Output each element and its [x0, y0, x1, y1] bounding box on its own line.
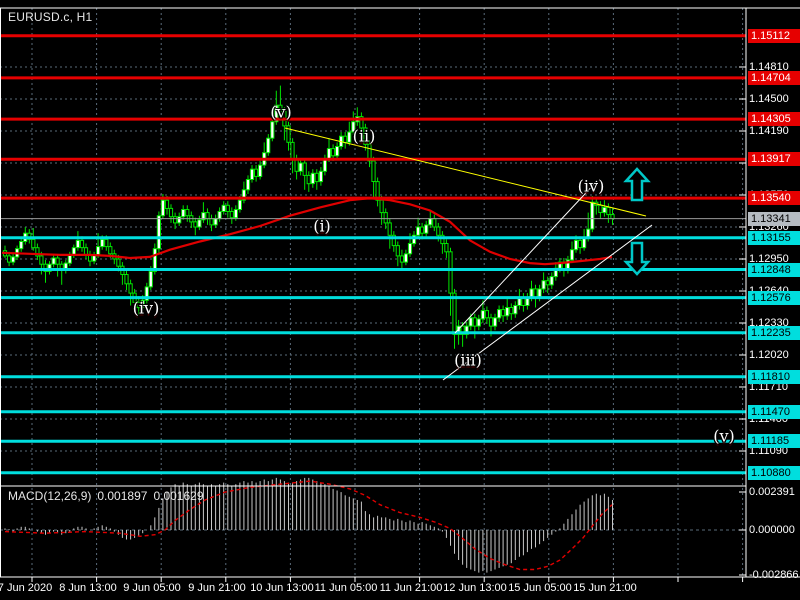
support-price-badge: 1.13155 [748, 231, 800, 245]
time-axis-label: 15 Jun 21:00 [573, 582, 637, 594]
time-axis-label: 11 Jun 21:00 [379, 582, 443, 594]
support-price-badge: 1.10880 [748, 466, 800, 480]
support-price-badge: 1.12848 [748, 263, 800, 277]
macd-axis-label: 0.002391 [749, 486, 795, 498]
time-axis-label: 7 Jun 2020 [0, 582, 53, 594]
wave-annotation[interactable]: (v) [270, 102, 292, 122]
time-axis-label: 8 Jun 13:00 [59, 582, 117, 594]
resistance-price-badge: 1.15112 [748, 29, 800, 43]
macd-signal-value: 0.001629 [153, 489, 204, 503]
wave-annotation[interactable]: (i) [313, 216, 331, 236]
macd-main-value: 0.001897 [97, 489, 148, 503]
macd-signal-line [4, 480, 613, 571]
resistance-price-badge: 1.14704 [748, 71, 800, 85]
symbol-title: EURUSD.c, H1 [8, 10, 93, 24]
down-arrow-icon[interactable] [623, 241, 651, 276]
support-price-badge: 1.11470 [748, 405, 800, 419]
macd-axis-label: -0.002866 [749, 569, 799, 581]
descending-trendline[interactable] [284, 127, 647, 217]
support-price-badge: 1.11185 [748, 434, 800, 448]
macd-indicator-name: MACD(12,26,9) [8, 489, 92, 503]
time-axis-label: 15 Jun 05:00 [508, 582, 572, 594]
price-axis-label: 1.14810 [749, 61, 789, 73]
resistance-price-badge: 1.13917 [748, 152, 800, 166]
wave-annotation[interactable]: (iv) [132, 298, 160, 318]
resistance-price-badge: 1.14305 [748, 112, 800, 126]
macd-histogram [4, 477, 613, 573]
channel-lower[interactable] [442, 224, 653, 381]
wave-annotation[interactable]: (v) [713, 426, 735, 446]
moving-average-line[interactable] [1, 196, 613, 266]
price-axis-label: 1.12020 [749, 349, 789, 361]
resistance-price-badge: 1.13540 [748, 191, 800, 205]
support-price-badge: 1.12235 [748, 326, 800, 340]
support-price-badge: 1.12576 [748, 291, 800, 305]
time-axis-label: 9 Jun 21:00 [188, 582, 246, 594]
candlestick-series [2, 85, 615, 349]
price-axis-label: 1.11710 [749, 381, 788, 393]
price-axis-label: 1.11090 [749, 445, 788, 457]
wave-annotation[interactable]: (iii) [454, 350, 482, 370]
time-axis-label: 10 Jun 13:00 [250, 582, 314, 594]
support-price-badge: 1.11810 [748, 370, 800, 384]
time-axis-label: 12 Jun 13:00 [443, 582, 507, 594]
macd-label: MACD(12,26,9) 0.001897 0.001629 [8, 489, 210, 503]
current-price-badge: 1.13341 [748, 212, 800, 226]
wave-annotation[interactable]: (ii) [352, 126, 376, 146]
time-axis-label: 11 Jun 05:00 [314, 582, 378, 594]
wave-annotation[interactable]: (iv) [577, 176, 605, 196]
price-axis-label: 1.14190 [749, 125, 789, 137]
price-axis-label: 1.12950 [749, 253, 789, 265]
channel-upper[interactable] [454, 180, 598, 334]
up-arrow-icon[interactable] [623, 167, 651, 202]
time-axis-label: 9 Jun 05:00 [123, 582, 181, 594]
price-axis-label: 1.14500 [749, 93, 789, 105]
macd-axis-label: 0.000000 [749, 524, 795, 536]
